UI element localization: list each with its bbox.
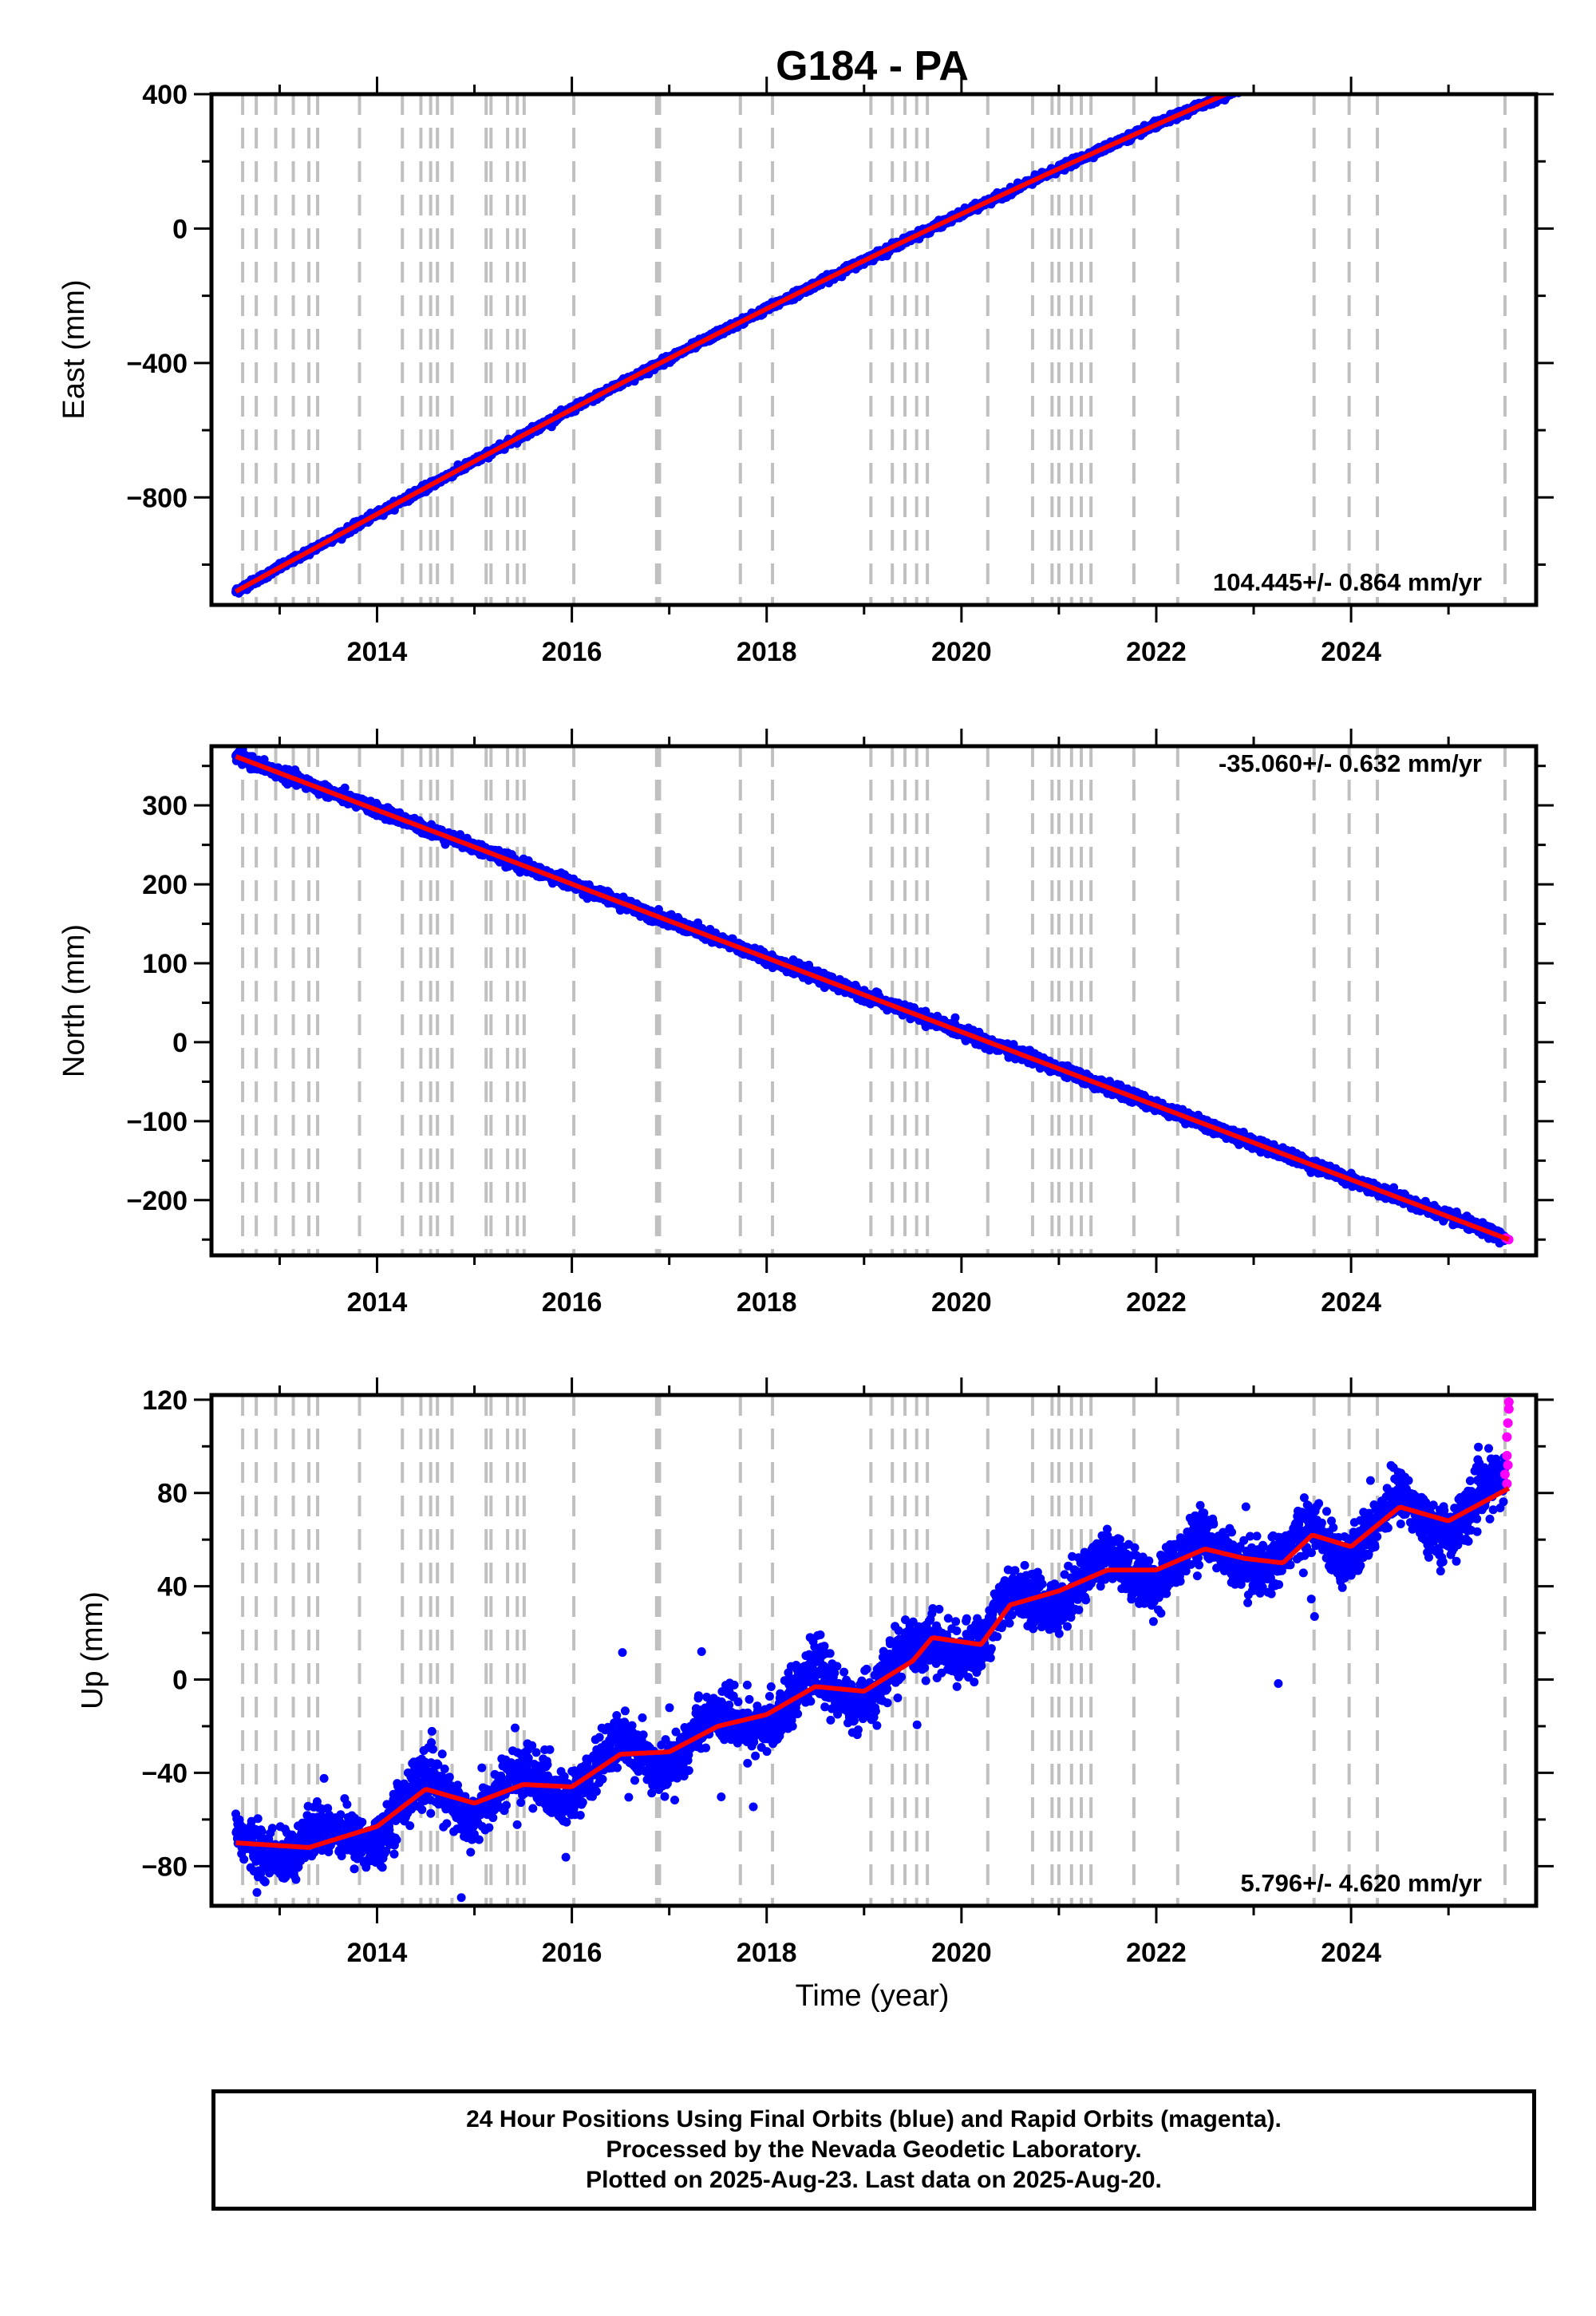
y-tick-label: −200 — [126, 1186, 188, 1216]
y-tick-label: 400 — [142, 80, 188, 110]
plot-frame — [209, 1393, 1539, 1908]
equipment-change-lines — [241, 94, 1507, 605]
model-fit-line — [235, 94, 1232, 594]
y-tick-label: 120 — [142, 1385, 188, 1416]
panel-north: 2014 2016 2018 2020 2022 2024 300 200 100 0 −100 −2… — [57, 729, 1554, 1318]
y-tick-label: 100 — [142, 949, 188, 979]
plot-frame — [209, 92, 1539, 607]
y-tick-label: 300 — [142, 791, 188, 821]
x-tick-label: 2014 — [347, 1287, 408, 1318]
footer-line-orbits: 24 Hour Positions Using Final Orbits (bl… — [466, 2106, 1282, 2132]
model-fit-line — [235, 1486, 1511, 1850]
equipment-change-lines — [241, 746, 1507, 1255]
x-tick-label: 2016 — [542, 637, 602, 667]
footer-line-processor: Processed by the Nevada Geodetic Laborat… — [606, 2136, 1142, 2163]
y-axis-label-east: East (mm) — [57, 279, 91, 419]
x-tick-label: 2020 — [931, 1287, 992, 1318]
y-tick-label: −800 — [126, 483, 188, 513]
y-tick-label: −80 — [141, 1852, 188, 1882]
panel-up: 2014 2016 2018 2020 2022 2024 120 80 40 0 −40 −80 Up… — [76, 1377, 1554, 1968]
y-tick-label: −400 — [126, 349, 188, 379]
model-fit-line — [235, 754, 1510, 1243]
x-tick-label: 2020 — [931, 1938, 992, 1968]
x-tick-label: 2014 — [347, 637, 408, 667]
footer-line-dates: Plotted on 2025-Aug-23. Last data on 202… — [586, 2167, 1162, 2193]
gps-timeseries-figure: G184 - PA 2014 2016 2018 2020 2022 20244000−4… — [57, 43, 1554, 2013]
plot-frame — [209, 744, 1539, 1258]
rapid-orbit-points — [1499, 1397, 1514, 1489]
x-tick-label: 2020 — [931, 637, 992, 667]
y-tick-label: 200 — [142, 870, 188, 900]
x-tick-label: 2024 — [1321, 1938, 1381, 1968]
y-tick-label: 0 — [172, 214, 188, 244]
panel-east: 2014 2016 2018 2020 2022 2024 400 0 −400 −800 East… — [57, 77, 1554, 667]
y-axis-label-north: North (mm) — [57, 924, 91, 1077]
figure-title: G184 - PA — [776, 43, 969, 89]
x-tick-label: 2024 — [1321, 1287, 1381, 1318]
y-tick-label: 80 — [157, 1479, 188, 1509]
x-tick-label: 2022 — [1126, 1287, 1187, 1318]
x-tick-label: 2018 — [737, 1287, 797, 1318]
x-tick-label: 2024 — [1321, 637, 1381, 667]
final-orbit-points — [231, 1442, 1510, 1903]
y-tick-label: −100 — [126, 1107, 188, 1137]
y-tick-label: 40 — [157, 1572, 188, 1603]
footer-info-box: 24 Hour Positions Using Final Orbits (bl… — [211, 2089, 1536, 2211]
x-axis-label: Time (year) — [796, 1979, 950, 2013]
x-tick-label: 2014 — [347, 1938, 408, 1968]
velocity-rate-up: 5.796+/- 4.620 mm/yr — [1241, 1869, 1482, 1897]
velocity-rate-north: -35.060+/- 0.632 mm/yr — [1219, 749, 1482, 777]
x-tick-label: 2022 — [1126, 1938, 1187, 1968]
x-tick-label: 2016 — [542, 1287, 602, 1318]
x-tick-label: 2022 — [1126, 637, 1187, 667]
x-tick-label: 2018 — [737, 1938, 797, 1968]
x-tick-label: 2016 — [542, 1938, 602, 1968]
y-tick-label: 0 — [172, 1666, 188, 1696]
y-tick-label: −40 — [141, 1758, 188, 1788]
y-axis-label-up: Up (mm) — [76, 1591, 109, 1709]
velocity-rate-east: 104.445+/- 0.864 mm/yr — [1213, 568, 1482, 596]
equipment-change-lines — [241, 1395, 1507, 1906]
x-tick-label: 2018 — [737, 637, 797, 667]
y-tick-label: 0 — [172, 1028, 188, 1058]
